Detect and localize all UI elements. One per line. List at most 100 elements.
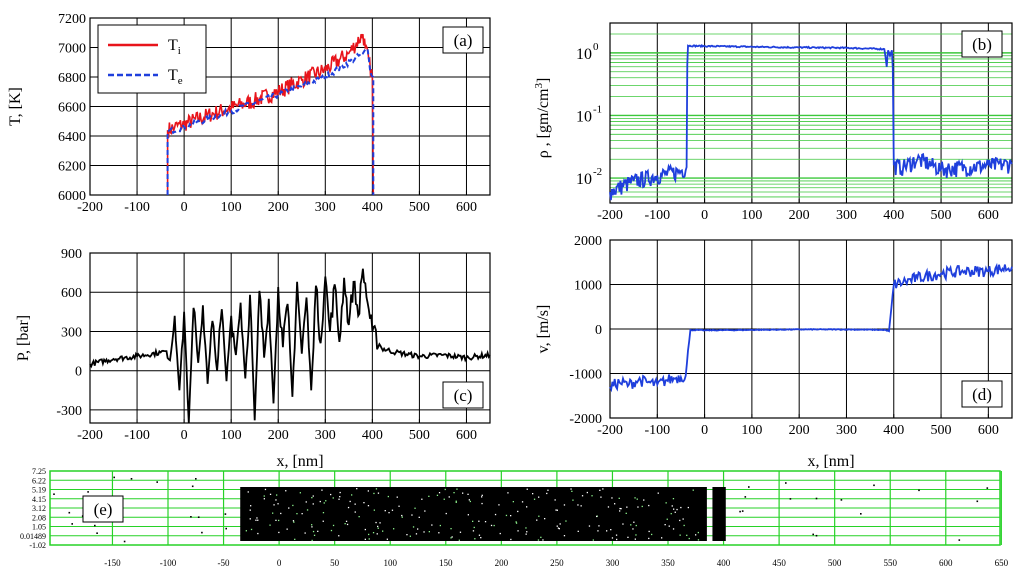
panel-e-particle-speck [555, 509, 557, 511]
panel-e-particle-speck [264, 488, 267, 491]
panel-e-particle-speck [688, 537, 690, 540]
panel-d-y-tick-label: 2000 [574, 234, 602, 249]
panel-e-particle-speck [634, 538, 636, 540]
panel-e-x-tick-label: 550 [883, 558, 897, 568]
panel-e-sparse-particle [744, 496, 747, 498]
panel-e-particle-speck [692, 489, 694, 491]
panel-e-particle-speck [391, 509, 394, 511]
panel-c-y-tick-label: -300 [56, 404, 82, 419]
panel-e-sparse-particle [741, 510, 744, 512]
panel-e-sparse-particle [789, 498, 792, 500]
panel-e-sparse-particle [860, 513, 862, 515]
panel-e-x-tick-label: 50 [330, 558, 340, 568]
panel-e-particle-speck [556, 509, 558, 511]
panel-e-particle-speck [356, 488, 358, 490]
panel-e-particle-speck [311, 539, 313, 542]
panel-b-x-tick-label: -200 [597, 208, 623, 223]
panel-a-y-tick-label: 6600 [58, 101, 86, 116]
panel-e-particle-speck [478, 534, 481, 536]
panel-e-particle-speck [526, 488, 528, 490]
panel-e-particle-speck [581, 495, 584, 497]
panel-e-particle-speck [321, 489, 323, 491]
panel-e-sparse-particle [785, 482, 787, 484]
panel-e-particle-speck [620, 508, 622, 510]
panel-e-sparse-particle [87, 491, 89, 493]
panel-e-particle-speck [536, 519, 538, 521]
panel-e-particle-speck [296, 513, 298, 515]
panel-c-x-tick-label: 100 [221, 428, 242, 443]
panel-e-particle-speck [577, 504, 579, 506]
panel-d-x-tick-label: 200 [789, 423, 810, 438]
panel-e-particle-speck [377, 527, 379, 529]
panel-e-particle-speck [301, 513, 303, 515]
panel-e-particle-speck [627, 536, 629, 538]
panel-e-particle-speck [571, 490, 573, 492]
panel-e-particle-speck [490, 524, 493, 527]
panel-e-particle-speck [610, 529, 612, 531]
panel-d-x-tick-label: 300 [836, 423, 857, 438]
panel-a-x-tick-label: -100 [124, 200, 150, 215]
panel-d-y-tick-label: -2000 [569, 412, 602, 427]
panel-b-y-tick-label: 10 [576, 108, 592, 125]
panel-e-y-tick-label: 1.05 [32, 523, 46, 532]
panel-d-velocity-chart: -200 -100 0 100 200 300 400 500 600-2000-1000010… [535, 234, 1013, 470]
panel-a-temperature-chart: -200 -100 0 100 200 300 400 500 600 6000 6200 6400 6… [7, 12, 491, 215]
panel-e-particle-speck [510, 515, 512, 517]
panel-e-particle-speck [388, 512, 390, 514]
panel-e-sparse-particle [113, 476, 115, 479]
panel-e-particle-speck [401, 516, 403, 518]
panel-e-particle-speck [304, 532, 306, 534]
panel-e-particle-speck [474, 538, 476, 540]
panel-e-particle-speck [292, 520, 295, 522]
panel-e-particle-speck [697, 531, 699, 534]
panel-e-particle-speck [292, 504, 294, 507]
panel-e-particle-speck [367, 505, 370, 507]
panel-b-y-axis-label-superscript: 3 [533, 83, 545, 89]
panel-c-x-tick-label: 600 [456, 428, 477, 443]
panel-e-particle-speck [338, 535, 340, 537]
panel-e-x-tick-label: -150 [104, 558, 121, 568]
panel-e-particle-speck [368, 533, 370, 536]
panel-e-tag: (e) [94, 500, 113, 519]
panel-d-tag: (d) [972, 385, 992, 404]
panel-a-series-te-line [166, 47, 375, 195]
panel-e-particle-speck [607, 506, 610, 508]
panel-c-y-tick-label: 900 [61, 247, 82, 262]
panel-d-plot-frame [609, 239, 1013, 419]
panel-d-series-line [609, 262, 1013, 393]
panel-e-particle-speck [312, 495, 314, 497]
panel-a-legend-box [97, 24, 207, 94]
panel-c-x-tick-label: 0 [181, 428, 188, 443]
panel-e-x-tick-label: -100 [160, 558, 177, 568]
panel-e-particle-speck [455, 500, 457, 502]
panel-e-particle-speck [338, 498, 340, 500]
panel-e-x-tick-label: 250 [550, 558, 564, 568]
panel-e-particle-speck [414, 507, 416, 509]
panel-e-particle-speck [459, 531, 462, 533]
panel-d-x-tick-label: 500 [931, 423, 952, 438]
panel-d-y-tick-label: -1000 [569, 368, 602, 383]
panel-e-particle-speck [436, 494, 439, 496]
panel-e-particle-speck [349, 500, 351, 503]
panel-b-series-line [609, 43, 1013, 201]
panel-e-sparse-particle [71, 523, 73, 525]
panel-e-y-tick-label: 4.15 [32, 495, 46, 504]
panel-c-x-axis-label: x, [nm] [276, 453, 323, 470]
panel-e-tag-box [82, 495, 124, 523]
panel-e-sparse-particle [96, 532, 98, 534]
panel-e-particle-speck [510, 538, 512, 541]
panel-b-y-tick-exponent: 0 [593, 41, 599, 53]
panel-d-x-tick-label: 100 [741, 423, 762, 438]
panel-e-particle-speck [480, 537, 482, 539]
panel-e-particle-speck [398, 505, 400, 507]
panel-e-particle-speck [345, 520, 348, 522]
panel-e-particle-speck [467, 514, 469, 516]
panel-e-particle-speck [525, 533, 527, 535]
panel-d-x-tick-label: -200 [597, 423, 623, 438]
panel-e-x-tick-label: 350 [661, 558, 675, 568]
panel-e-particle-speck [637, 506, 639, 508]
panel-e-particle-speck [445, 512, 447, 515]
panel-d-y-tick-label: 1000 [574, 279, 602, 294]
panel-e-particle-speck [379, 522, 381, 524]
